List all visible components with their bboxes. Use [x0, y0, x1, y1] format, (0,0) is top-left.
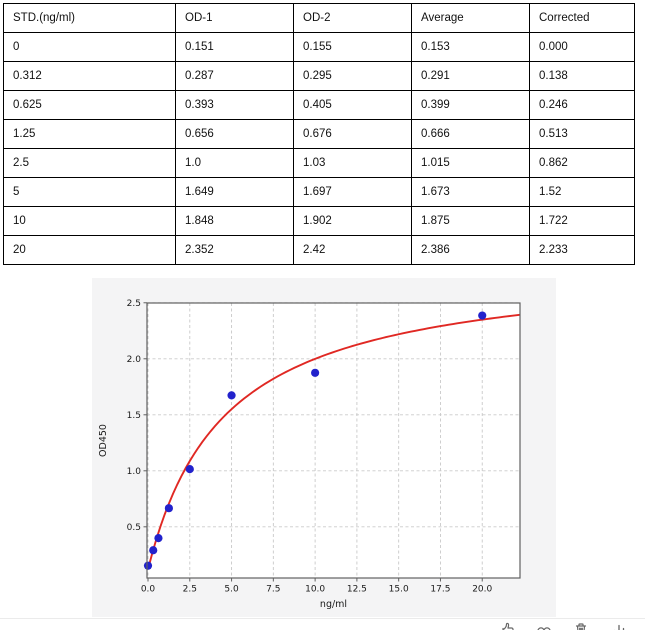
data-point [149, 546, 158, 555]
table-cell: 1.902 [293, 206, 412, 236]
standard-curve-figure: 0.0 2.5 5.0 7.5 10.0 12.5 15.0 17.5 20.0 0.5 1.0 1.… [92, 278, 556, 617]
table-header-cell: OD-2 [293, 3, 412, 33]
table-cell: 0.393 [175, 90, 294, 120]
table-cell: 5 [3, 177, 176, 207]
divider [0, 618, 645, 619]
table-cell: 2.233 [529, 235, 635, 265]
bar-chart-icon[interactable] [611, 621, 627, 630]
x-axis-label: ng/ml [320, 599, 347, 610]
table-cell: 0.625 [3, 90, 176, 120]
table-cell: 1.25 [3, 119, 176, 149]
table-cell: 1.03 [293, 148, 412, 178]
y-tick-label: 0.5 [127, 523, 141, 533]
table-cell: 1.0 [175, 148, 294, 178]
y-axis-label: OD450 [98, 424, 109, 457]
standard-curve-chart: 0.0 2.5 5.0 7.5 10.0 12.5 15.0 17.5 20.0 0.5 1.0 1.… [92, 278, 556, 617]
x-tick-label: 17.5 [430, 585, 450, 595]
table-cell: 10 [3, 206, 176, 236]
table-header-row: STD.(ng/ml) OD-1 OD-2 Average Corrected [3, 3, 635, 33]
x-tick-label: 15.0 [389, 585, 409, 595]
table-cell: 2.5 [3, 148, 176, 178]
table-cell: 0.862 [529, 148, 635, 178]
x-tick-label: 0.0 [141, 585, 156, 595]
table-cell: 0.153 [411, 32, 530, 62]
thumbs-up-icon[interactable] [499, 621, 515, 630]
table-cell: 0.287 [175, 61, 294, 91]
table-cell: 0.676 [293, 119, 412, 149]
y-tick-label: 1.5 [127, 411, 141, 421]
table-cell: 0.312 [3, 61, 176, 91]
table-row: 0 0.151 0.155 0.153 0.000 [3, 32, 635, 62]
table-header-cell: Average [411, 3, 530, 33]
table-cell: 0.405 [293, 90, 412, 120]
table-cell: 2.386 [411, 235, 530, 265]
table-row: 10 1.848 1.902 1.875 1.722 [3, 206, 635, 236]
table-row: 0.312 0.287 0.295 0.291 0.138 [3, 61, 635, 91]
table-cell: 1.722 [529, 206, 635, 236]
x-tick-label: 5.0 [224, 585, 239, 595]
table-cell: 1.52 [529, 177, 635, 207]
table-cell: 20 [3, 235, 176, 265]
table-cell: 0.138 [529, 61, 635, 91]
table-cell: 0 [3, 32, 176, 62]
trash-icon[interactable] [573, 621, 589, 630]
table-cell: 0.246 [529, 90, 635, 120]
table-cell: 1.673 [411, 177, 530, 207]
data-point [164, 504, 173, 513]
table-cell: 1.875 [411, 206, 530, 236]
table-cell: 2.352 [175, 235, 294, 265]
data-point [154, 534, 163, 543]
table-cell: 1.848 [175, 206, 294, 236]
table-cell: 0.513 [529, 119, 635, 149]
table-cell: 1.649 [175, 177, 294, 207]
table-cell: 1.697 [293, 177, 412, 207]
table-cell: 0.295 [293, 61, 412, 91]
x-tick-label: 10.0 [305, 585, 325, 595]
table-row: 20 2.352 2.42 2.386 2.233 [3, 235, 635, 265]
x-tick-label: 2.5 [183, 585, 197, 595]
table-header-cell: Corrected [529, 3, 635, 33]
table-cell: 0.656 [175, 119, 294, 149]
x-tick-label: 12.5 [347, 585, 367, 595]
x-tick-label: 20.0 [472, 585, 492, 595]
table-row: 0.625 0.393 0.405 0.399 0.246 [3, 90, 635, 120]
table-row: 5 1.649 1.697 1.673 1.52 [3, 177, 635, 207]
table-cell: 0.151 [175, 32, 294, 62]
double-circle-icon[interactable] [536, 621, 552, 630]
table-cell: 0.155 [293, 32, 412, 62]
y-tick-label: 1.0 [127, 467, 142, 477]
table-header-cell: STD.(ng/ml) [3, 3, 176, 33]
table-header-cell: OD-1 [175, 3, 294, 33]
table-row: 1.25 0.656 0.676 0.666 0.513 [3, 119, 635, 149]
data-point [478, 311, 487, 320]
fit-curve [147, 313, 520, 570]
data-point [185, 465, 194, 474]
table-cell: 0.666 [411, 119, 530, 149]
standards-table: STD.(ng/ml) OD-1 OD-2 Average Corrected 0 0.1… [3, 3, 635, 265]
table-cell: 0.000 [529, 32, 635, 62]
y-tick-label: 2.0 [127, 355, 142, 365]
table-cell: 2.42 [293, 235, 412, 265]
data-point [311, 368, 320, 377]
table-cell: 0.399 [411, 90, 530, 120]
x-tick-label: 7.5 [266, 585, 280, 595]
plot-border [146, 302, 521, 579]
data-point [227, 391, 236, 400]
data-point [143, 561, 153, 570]
action-bar [0, 621, 645, 630]
plot-background [147, 303, 520, 578]
table-row: 2.5 1.0 1.03 1.015 0.862 [3, 148, 635, 178]
y-tick-label: 2.5 [127, 299, 141, 309]
table-cell: 1.015 [411, 148, 530, 178]
table-cell: 0.291 [411, 61, 530, 91]
